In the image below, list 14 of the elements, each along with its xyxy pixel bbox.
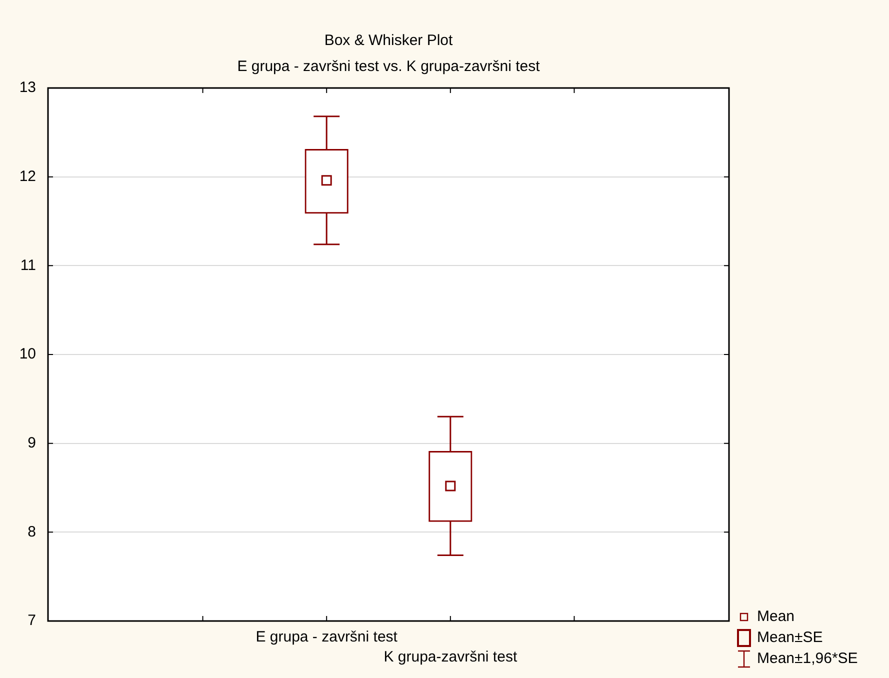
x-tick-label: K grupa-završni test xyxy=(384,648,518,666)
text: Mean xyxy=(757,608,795,625)
chart-subtitle: E grupa - završni test vs. K grupa-završni test xyxy=(237,58,541,75)
y-tick-label: 8 xyxy=(28,523,36,540)
text: Mean±SE xyxy=(757,629,823,646)
y-tick-label: 9 xyxy=(28,434,36,452)
y-tick-label: 11 xyxy=(20,256,36,274)
chart-title: Box & Whisker Plot xyxy=(324,32,454,49)
x-tick-label: E grupa - završni test xyxy=(256,628,398,646)
y-tick-label: 7 xyxy=(28,612,36,630)
y-tick-label: 10 xyxy=(19,346,36,363)
y-tick-label: 13 xyxy=(19,79,36,96)
text: Mean±1,96*SE xyxy=(757,650,858,667)
y-tick-label: 12 xyxy=(19,168,36,185)
